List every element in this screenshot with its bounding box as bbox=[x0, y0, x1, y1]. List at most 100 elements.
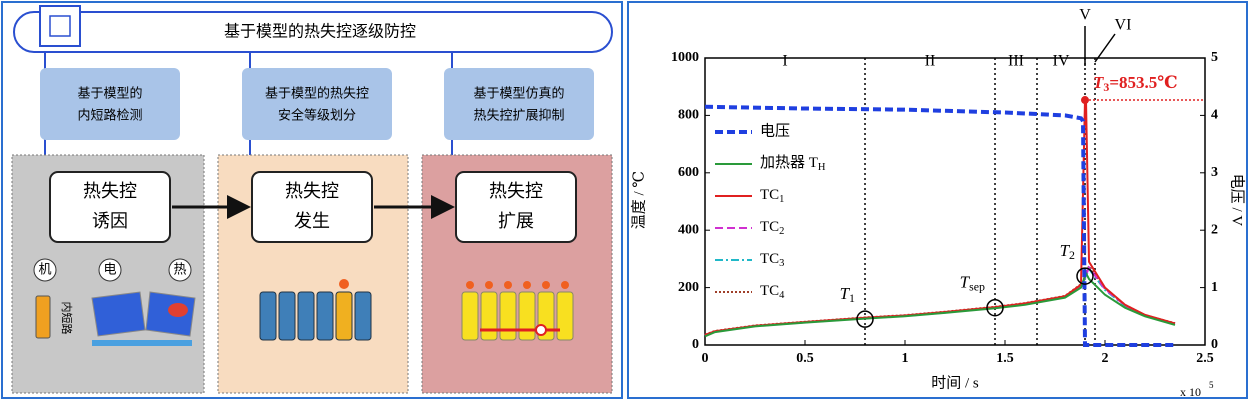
y2-tick-label: 0 bbox=[1211, 337, 1218, 352]
phase-label: IV bbox=[1053, 53, 1070, 70]
short-circuit-label: 内短路 bbox=[60, 302, 74, 335]
factor: 热 bbox=[173, 263, 186, 278]
x-tick-label: 2 bbox=[1102, 351, 1109, 366]
cell bbox=[335, 291, 353, 341]
cell bbox=[259, 291, 277, 341]
y-tick-label: 400 bbox=[678, 222, 699, 237]
x-axis-label: 时间 / s bbox=[931, 374, 979, 391]
y-tick-label: 800 bbox=[678, 108, 699, 123]
x-tick-label: 0 bbox=[702, 351, 709, 366]
factor: 机 bbox=[38, 263, 51, 278]
y-tick-label: 600 bbox=[678, 165, 699, 180]
stage-text: 热失控 bbox=[285, 181, 339, 202]
diagram: 基于模型的热失控逐级防控 基于模型的 内短路检测 基于模型的热失控 安全等级划分… bbox=[1, 1, 623, 399]
chart-frame bbox=[627, 1, 1248, 399]
flame bbox=[339, 279, 349, 289]
y-tick-label: 200 bbox=[678, 280, 699, 295]
stage-text: 扩展 bbox=[498, 211, 534, 232]
stage-text: 热失控 bbox=[489, 181, 543, 202]
legend-label: 加热器 TH bbox=[760, 154, 826, 173]
cell bbox=[354, 291, 372, 341]
legend-label: TC1 bbox=[760, 187, 784, 205]
chip-icon bbox=[39, 5, 81, 47]
phase-label: II bbox=[925, 53, 936, 70]
stage-text: 热失控 bbox=[83, 181, 137, 202]
phase-label: V bbox=[1079, 7, 1091, 24]
stage-box bbox=[251, 171, 373, 243]
method-text: 基于模型仿真的 bbox=[473, 86, 564, 102]
method-text: 基于模型的 bbox=[77, 86, 142, 102]
legend-label: TC3 bbox=[760, 251, 784, 269]
phase-label: VI bbox=[1115, 17, 1132, 34]
x-multiplier: x 10 bbox=[1180, 385, 1201, 399]
chip-core bbox=[49, 15, 71, 37]
point-marker bbox=[986, 298, 1004, 317]
legend-label: TC2 bbox=[760, 219, 784, 237]
series-line bbox=[704, 104, 1175, 347]
method-text: 安全等级划分 bbox=[278, 108, 356, 124]
diagram-title: 基于模型的热失控逐级防控 bbox=[224, 22, 416, 41]
y2-axis-label: 电压 / V bbox=[1229, 174, 1246, 227]
method-text: 内短路检测 bbox=[77, 108, 142, 124]
rail bbox=[13, 11, 613, 53]
y-axis-label: 温度 / ℃ bbox=[630, 171, 647, 229]
x-tick-label: 2.5 bbox=[1196, 351, 1214, 366]
factor-circle bbox=[33, 258, 57, 282]
factor: 电 bbox=[103, 263, 116, 278]
heatmap-hotspot bbox=[168, 303, 188, 317]
method-box bbox=[242, 68, 392, 140]
flame bbox=[485, 281, 493, 289]
phase-label: III bbox=[1008, 53, 1024, 70]
y2-tick-label: 5 bbox=[1211, 50, 1218, 65]
cell bbox=[461, 291, 479, 341]
plot-area bbox=[704, 57, 1206, 346]
method-box bbox=[444, 68, 594, 140]
method-box bbox=[40, 68, 180, 140]
series-line bbox=[704, 270, 1176, 338]
cell bbox=[297, 291, 315, 341]
factor-circle bbox=[98, 258, 122, 282]
method-text: 基于模型的热失控 bbox=[265, 86, 369, 102]
x-tick-label: 1 bbox=[902, 351, 909, 366]
method-text: 热失控扩展抑制 bbox=[473, 109, 564, 124]
cells bbox=[259, 279, 574, 341]
stage-box bbox=[455, 171, 577, 243]
y-tick-label: 1000 bbox=[671, 50, 699, 65]
stage-text: 发生 bbox=[294, 211, 330, 232]
legend-label: TC4 bbox=[760, 283, 785, 301]
flame bbox=[523, 281, 531, 289]
cell bbox=[316, 291, 334, 341]
y2-tick-label: 4 bbox=[1211, 108, 1218, 123]
chart: 温度 / ℃ 电压 / V 时间 / s x 10 5 0 0.5 1 1.5 2 2.5… bbox=[630, 7, 1245, 399]
cell bbox=[480, 291, 498, 341]
phase-label: I bbox=[782, 53, 787, 70]
heatmap-strip bbox=[92, 340, 192, 346]
flame bbox=[504, 281, 512, 289]
stage-text: 诱因 bbox=[92, 211, 128, 232]
point-marker bbox=[1076, 267, 1094, 285]
legend-label: 电压 bbox=[760, 122, 790, 139]
cell bbox=[499, 291, 517, 341]
y-tick-label: 0 bbox=[692, 337, 699, 352]
cell bbox=[518, 291, 536, 341]
y2-tick-label: 1 bbox=[1211, 280, 1218, 295]
y2-tick-label: 2 bbox=[1211, 222, 1218, 237]
spread-origin bbox=[535, 324, 547, 336]
factor-circle bbox=[168, 258, 192, 282]
flame bbox=[466, 281, 474, 289]
point-marker bbox=[856, 310, 874, 328]
flame bbox=[542, 281, 550, 289]
x-tick-label: 1.5 bbox=[996, 351, 1014, 366]
peak-label: T3=853.5℃ bbox=[1093, 73, 1178, 94]
phase-arrow bbox=[1094, 33, 1116, 63]
point-label: Tsep bbox=[960, 273, 985, 294]
point-label: T1 bbox=[840, 284, 855, 305]
stage-box bbox=[49, 171, 171, 243]
y2-tick-label: 3 bbox=[1211, 165, 1218, 180]
cell bbox=[556, 291, 574, 341]
heatmap bbox=[91, 291, 146, 337]
x-tick-label: 0.5 bbox=[796, 351, 814, 366]
cell bbox=[278, 291, 296, 341]
flame bbox=[561, 281, 569, 289]
